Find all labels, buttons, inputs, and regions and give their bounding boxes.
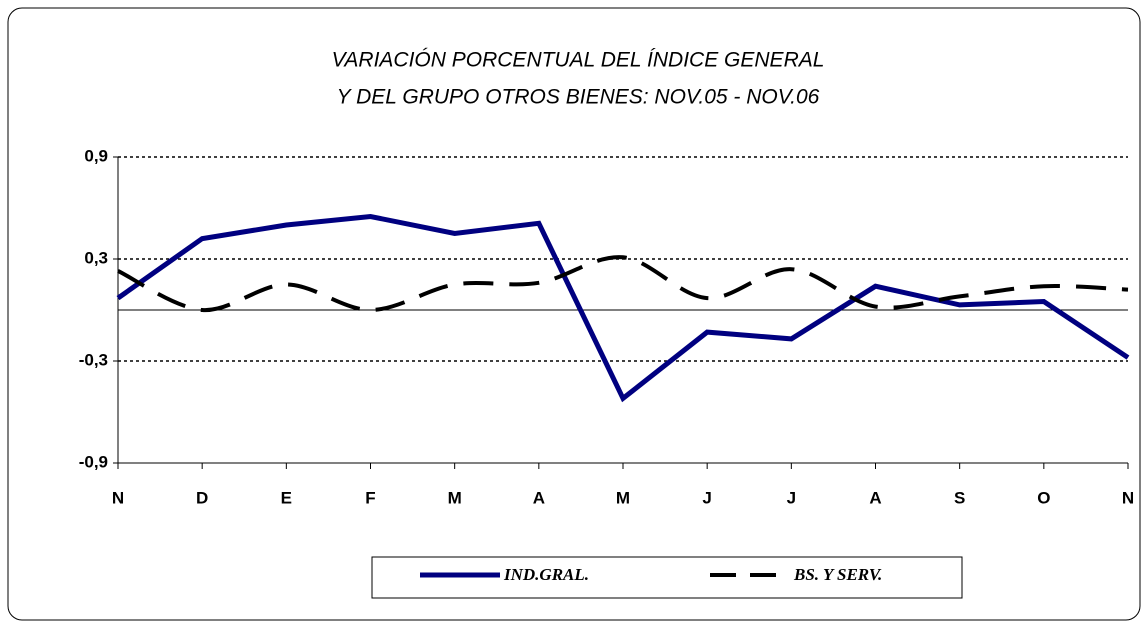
x-tick-label: N xyxy=(1122,488,1134,507)
chart-title: VARIACIÓN PORCENTUAL DEL ÍNDICE GENERAL xyxy=(332,49,825,72)
chart-subtitle: Y DEL GRUPO OTROS BIENES: NOV.05 - NOV.0… xyxy=(337,86,820,109)
x-tick-label: D xyxy=(196,488,208,507)
x-tick-label: A xyxy=(533,488,545,507)
x-tick-label: J xyxy=(787,488,796,507)
y-tick-label: -0,3 xyxy=(79,350,108,369)
series-line xyxy=(117,255,1129,313)
x-tick-label: A xyxy=(869,488,881,507)
x-tick-label: E xyxy=(281,488,292,507)
x-tick-label: M xyxy=(448,488,462,507)
x-tick-label: N xyxy=(112,488,124,507)
chart-frame xyxy=(7,7,1141,621)
y-tick-label: -0,9 xyxy=(79,452,108,471)
y-tick-label: 0,9 xyxy=(84,146,108,165)
x-tick-label: M xyxy=(616,488,630,507)
series-line xyxy=(116,213,1130,403)
x-tick-label: S xyxy=(954,488,965,507)
x-tick-label: F xyxy=(365,488,375,507)
legend-label: IND.GRAL. xyxy=(503,565,589,584)
legend-label: BS. Y SERV. xyxy=(793,565,882,584)
y-tick-label: 0,3 xyxy=(84,248,108,267)
x-tick-label: O xyxy=(1037,488,1050,507)
x-tick-label: J xyxy=(702,488,711,507)
